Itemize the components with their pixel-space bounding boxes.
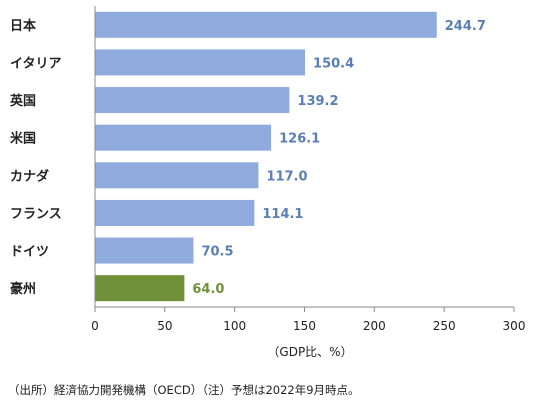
value-label: 244.7 [445,19,486,34]
category-label: 日本 [10,18,36,34]
value-label: 139.2 [297,94,338,109]
x-tick-label: 200 [363,319,386,333]
category-label: 米国 [10,131,36,147]
x-tick-label: 150 [293,319,316,333]
x-tick-label: 100 [223,319,246,333]
bar-2 [95,87,290,114]
category-label: カナダ [10,168,49,184]
source-note: （出所）経済協力開発機構（OECD）（注）予想は2022年9月時点。 [8,383,360,397]
bar-7 [95,275,185,302]
value-label: 114.1 [262,207,303,222]
x-axis: 0 50 100 150 200 250 300 [91,6,525,333]
x-tick-label: 300 [503,319,526,333]
value-label: 70.5 [201,245,233,260]
value-label: 150.4 [313,56,354,71]
category-label: 英国 [9,93,36,109]
bar-0 [95,11,437,38]
value-label: 126.1 [279,132,320,147]
bar-1 [95,49,306,76]
bar-3 [95,124,272,151]
value-labels: 244.7 150.4 139.2 126.1 117.0 114.1 70.5 64.0 [192,19,486,297]
bar-6 [95,237,194,264]
category-label: イタリア [10,56,61,71]
x-tick-label: 50 [157,319,172,333]
category-label: ドイツ [10,245,49,260]
value-label: 117.0 [266,169,307,184]
bar-4 [95,162,259,189]
x-tick-label: 0 [91,319,99,333]
category-label: 豪州 [10,281,36,297]
bar-5 [95,199,255,226]
category-label: フランス [10,207,62,222]
x-axis-title: （GDP比、%） [267,345,352,359]
bars-group [95,11,437,302]
value-label: 64.0 [192,282,224,297]
x-tick-label: 250 [433,319,456,333]
